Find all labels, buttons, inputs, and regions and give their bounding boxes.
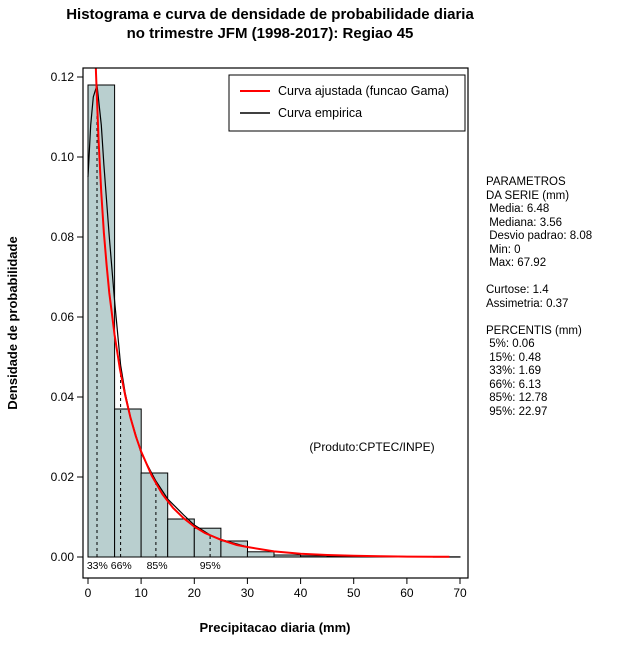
product-annotation: (Produto:CPTEC/INPE) (309, 440, 434, 454)
statistics-line: Mediana: 3.56 (486, 216, 563, 229)
y-tick-label: 0.10 (51, 150, 75, 164)
percentile-axis-label: 95% (200, 560, 221, 572)
y-tick-label: 0.00 (51, 550, 75, 564)
y-tick-label: 0.12 (51, 70, 75, 84)
y-tick-label: 0.04 (51, 390, 75, 404)
y-tick-label: 0.08 (51, 230, 75, 244)
statistics-line: 85%: 12.78 (486, 392, 548, 404)
x-tick-label: 30 (241, 586, 255, 600)
x-tick-label: 40 (294, 586, 308, 600)
y-tick-label: 0.06 (51, 310, 75, 324)
statistics-line: PERCENTIS (mm) (486, 324, 582, 337)
legend-gamma-label: Curva ajustada (funcao Gama) (278, 84, 449, 98)
x-tick-label: 50 (347, 586, 361, 600)
statistics-line: 95%: 22.97 (486, 405, 548, 418)
legend: Curva ajustada (funcao Gama) Curva empir… (228, 74, 466, 132)
x-tick-label: 0 (85, 586, 92, 600)
histogram-bar (167, 518, 195, 558)
legend-box (228, 74, 466, 132)
histogram-bar (87, 84, 116, 558)
x-tick-label: 20 (188, 586, 202, 600)
statistics-line: 5%: 0.06 (486, 338, 535, 350)
statistics-line: 66%: 6.13 (486, 378, 541, 391)
statistics-line: Min: 0 (486, 243, 521, 256)
histogram-bar (300, 555, 328, 558)
statistics-line: DA SERIE (mm) (486, 189, 570, 202)
gamma-curve (94, 68, 450, 558)
x-axis-label: Precipitacao diaria (mm) (200, 620, 351, 635)
percentile-axis-label: 33% 66% (87, 560, 132, 572)
x-tick-label: 60 (400, 586, 414, 600)
plot-area: 0 10 20 30 40 50 60 70 0.00 0.02 0.04 0.06 0.08 0.10 0… (51, 67, 469, 600)
statistics-line: Media: 6.48 (486, 203, 550, 215)
statistics-line: Desvio padrao: 8.08 (486, 230, 593, 242)
histogram-bar (273, 554, 302, 558)
chart-title-line2: no trimestre JFM (1998-2017): Regiao 45 (127, 25, 414, 42)
statistics-line: Max: 67.92 (486, 257, 547, 269)
percentile-axis-label: 85% (147, 560, 168, 572)
statistics-line: Assimetria: 0.37 (486, 297, 569, 310)
x-tick-label: 70 (453, 586, 467, 600)
statistics-line: Curtose: 1.4 (486, 284, 549, 296)
statistics-line (486, 311, 592, 325)
legend-empirical-label: Curva empirica (278, 106, 362, 120)
y-axis-label: Densidade de probabilidade (5, 236, 20, 409)
histogram-bar (246, 551, 275, 558)
statistics-line: 15%: 0.48 (486, 351, 541, 364)
chart-title-line1: Histograma e curva de densidade de proba… (66, 6, 474, 23)
statistics-panel: PARAMETROS DA SERIE (mm) Media: 6.48 Medi… (486, 176, 592, 419)
histogram-bar (140, 472, 169, 558)
y-tick-label: 0.02 (51, 470, 75, 484)
statistics-line: PARAMETROS (486, 176, 566, 188)
x-tick-label: 10 (134, 586, 148, 600)
plot-box (82, 67, 469, 579)
histogram-bar (114, 408, 142, 558)
statistics-line: 33%: 1.69 (486, 365, 541, 377)
histogram-bar (193, 527, 222, 558)
statistics-line (486, 271, 592, 285)
